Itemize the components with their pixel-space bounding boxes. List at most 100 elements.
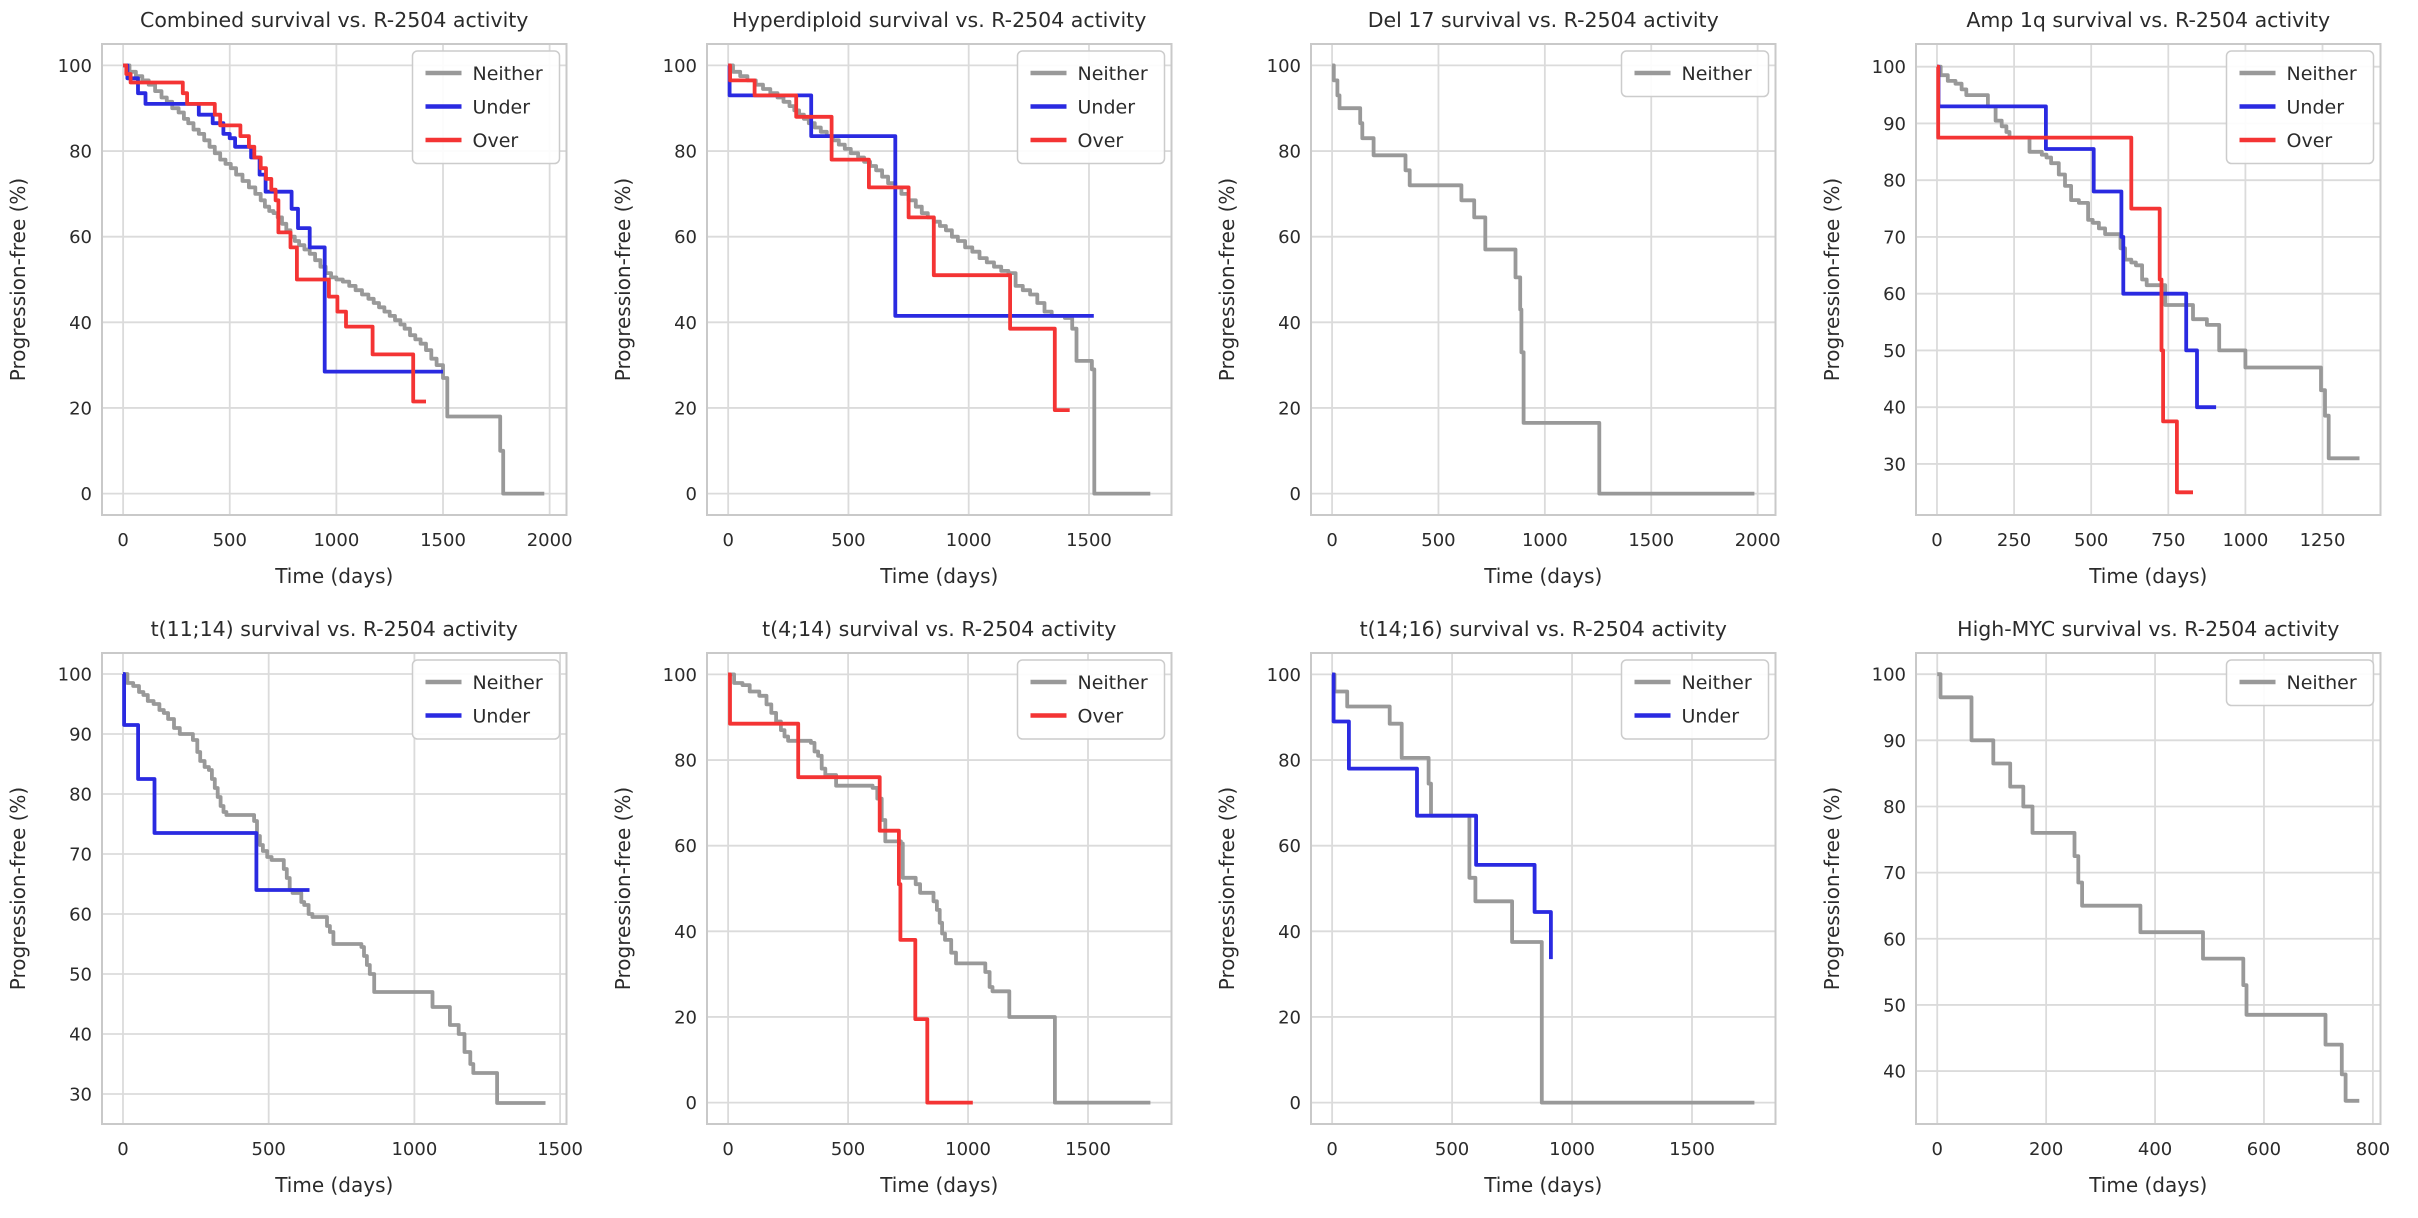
y-tick-label: 60 [1883,929,1906,950]
y-tick-label: 80 [69,142,92,163]
series-under-line [123,63,443,374]
x-tick-label: 200 [2028,1139,2062,1160]
series-neither-line [123,63,545,496]
x-tick-label: 1500 [537,1139,583,1160]
y-tick-label: 100 [58,665,92,686]
series-neither-line [1936,672,2359,1103]
x-tick-label: 1500 [1065,1139,1111,1160]
x-tick-label: 0 [722,530,733,551]
y-tick-label: 90 [1883,731,1906,752]
x-tick-label: 0 [1931,1139,1942,1160]
y-tick-label: 100 [662,56,696,77]
series-over-line [727,63,1070,412]
x-tick-label: 0 [722,1139,733,1160]
y-tick-label: 60 [674,836,697,857]
legend-label-neither: Neither [1077,63,1147,85]
y-axis-label: Progression-free (%) [611,787,635,990]
y-tick-label: 100 [1267,56,1301,77]
legend-label-neither: Neither [2286,63,2356,85]
x-tick-label: 0 [1931,530,1942,551]
plot-frame [1310,43,1777,516]
subplot-high-myc: 0 200 400 600 800 40 50 60 70 80 90 100 High-MYC sur… [1814,609,2418,1218]
y-tick-label: 20 [1278,1007,1301,1028]
x-tick-label: 1000 [945,1139,991,1160]
x-tick-label: 0 [117,1139,128,1160]
x-tick-label: 1000 [945,530,991,551]
chart-title: t(11;14) survival vs. R-2504 activity [151,617,518,641]
y-tick-label: 40 [1278,313,1301,334]
legend-label-neither: Neither [473,672,543,694]
x-axis-label: Time (days) [1483,564,1602,588]
x-tick-label: 400 [2137,1139,2171,1160]
chart-canvas-amp-1q: 0 250 500 750 1000 1250 30 40 50 60 70 80 90 100 Amp 1… [1820,8,2381,588]
x-tick-label: 1500 [1628,530,1674,551]
y-tick-label: 100 [1267,665,1301,686]
x-tick-label: 800 [2355,1139,2389,1160]
legend: Neither [1620,50,1770,98]
legend-label-neither: Neither [473,63,543,85]
y-axis-label: Progression-free (%) [1820,178,1844,381]
legend: Neither Under Over [1016,50,1165,165]
y-tick-label: 40 [1883,398,1906,419]
x-tick-label: 500 [830,1139,864,1160]
y-tick-label: 0 [685,1093,696,1114]
plot-frame [101,43,568,516]
legend: Neither Under [1620,659,1770,740]
series-under-line [122,672,310,892]
x-tick-label: 0 [1326,1139,1337,1160]
x-tick-label: 0 [117,530,128,551]
y-tick-label: 0 [81,484,92,505]
y-axis-label: Progression-free (%) [6,787,30,990]
y-tick-label: 50 [1883,995,1906,1016]
chart-canvas-t11-14: 0 500 1000 1500 30 40 50 60 70 80 90 100 t(11;14) su… [6,617,583,1197]
y-tick-label: 20 [1278,398,1301,419]
chart-title: Combined survival vs. R-2504 activity [140,8,528,32]
y-tick-label: 100 [1871,57,1905,78]
y-tick-label: 40 [674,922,697,943]
chart-title: t(4;14) survival vs. R-2504 activity [762,617,1116,641]
subplot-t4-14: 0 500 1000 1500 0 20 40 60 80 100 t(4;14) survival… [605,609,1210,1218]
y-tick-label: 70 [69,845,92,866]
x-axis-label: Time (days) [2088,1173,2207,1197]
subplot-t11-14: 0 500 1000 1500 30 40 50 60 70 80 90 100 t(11;14) su… [0,609,605,1218]
series-neither-line [123,672,546,1105]
x-tick-label: 1000 [391,1139,437,1160]
y-tick-label: 30 [1883,454,1906,475]
x-tick-label: 1500 [1669,1139,1715,1160]
chart-canvas-del-17: 0 500 1000 1500 2000 0 20 40 60 80 100 Del 17 survi… [1215,8,1781,588]
x-tick-label: 500 [1435,1139,1469,1160]
y-tick-label: 40 [69,313,92,334]
y-tick-label: 60 [1278,227,1301,248]
y-tick-label: 0 [1290,484,1301,505]
chart-canvas-combined: 0 500 1000 1500 2000 0 20 40 60 80 100 Combined sur… [6,8,573,588]
legend-label-neither: Neither [1682,63,1752,85]
x-axis-label: Time (days) [879,564,998,588]
y-axis-label: Progression-free (%) [1215,178,1239,381]
y-tick-label: 80 [674,751,697,772]
chart-canvas-hyperdiploid: 0 500 1000 1500 0 20 40 60 80 100 Hyperdiploid sur… [611,8,1172,588]
y-tick-label: 0 [685,484,696,505]
y-tick-label: 60 [1278,836,1301,857]
y-tick-label: 60 [1883,284,1906,305]
x-tick-label: 500 [831,530,865,551]
plot-frame [1310,652,1777,1125]
x-tick-label: 500 [1421,530,1455,551]
x-tick-label: 500 [252,1139,286,1160]
y-tick-label: 90 [1883,114,1906,135]
y-tick-label: 80 [1278,751,1301,772]
legend-label-neither: Neither [1077,672,1147,694]
series-over-line [1935,64,2193,495]
y-tick-label: 60 [674,227,697,248]
series-over-line [727,672,973,1105]
legend-box [1620,50,1770,98]
subplot-del-17: 0 500 1000 1500 2000 0 20 40 60 80 100 Del 17 survi… [1209,0,1814,609]
series-neither-line [1331,63,1755,496]
legend: Neither Over [1016,659,1165,740]
y-axis-label: Progression-free (%) [6,178,30,381]
y-tick-label: 50 [1883,341,1906,362]
legend-label-neither: Neither [1682,672,1752,694]
chart-title: t(14;16) survival vs. R-2504 activity [1360,617,1727,641]
chart-title: High-MYC survival vs. R-2504 activity [1957,617,2339,641]
y-tick-label: 20 [69,398,92,419]
y-tick-label: 40 [1883,1062,1906,1083]
